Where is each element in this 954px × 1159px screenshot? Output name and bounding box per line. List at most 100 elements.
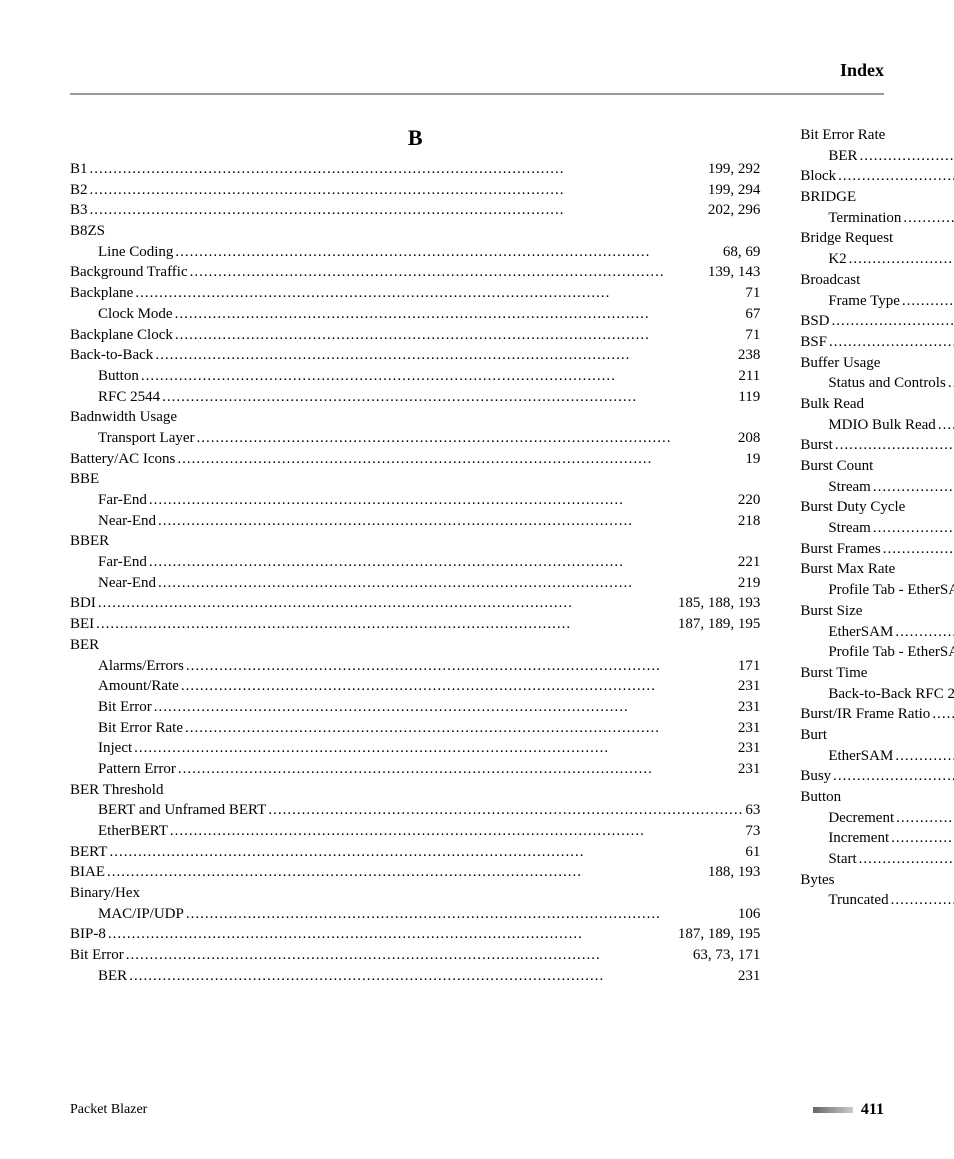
entry-label: Far-End xyxy=(98,490,147,511)
entry-label: Burst Count xyxy=(800,456,873,477)
entry-label: Bytes xyxy=(800,870,834,891)
entry-label: Status and Controls xyxy=(828,373,946,394)
entry-page: 187, 189, 195 xyxy=(678,614,761,635)
page-number: 411 xyxy=(861,1101,884,1119)
entry-label: Broadcast xyxy=(800,270,860,291)
index-entry: Frame Type 245 xyxy=(800,291,954,312)
index-entry: B8ZS xyxy=(70,221,760,242)
index-entry: Button 211 xyxy=(70,366,760,387)
entry-dots xyxy=(832,311,954,332)
index-entry: Profile Tab - EtherSAM 131 xyxy=(800,642,954,663)
index-entry: EtherSAM 222 xyxy=(800,622,954,643)
right-entries: Bit Error RateBER 231Block 176BRIDGETerm… xyxy=(800,125,954,911)
index-entry: BERT 61 xyxy=(70,842,760,863)
index-entry: Decrement 305 xyxy=(800,808,954,829)
index-entry: Clock Mode 67 xyxy=(70,304,760,325)
entry-label: MAC/IP/UDP xyxy=(98,904,184,925)
entry-page: 61 xyxy=(745,842,760,863)
entry-label: B8ZS xyxy=(70,221,105,242)
index-entry: Pattern Error 231 xyxy=(70,759,760,780)
entry-label: BERT and Unframed BERT xyxy=(98,800,266,821)
index-entry: Bit Error Rate 231 xyxy=(70,718,760,739)
entry-page: 63, 73, 171 xyxy=(693,945,761,966)
entry-label: Increment xyxy=(828,828,889,849)
entry-label: Battery/AC Icons xyxy=(70,449,175,470)
index-entry: Burst Time xyxy=(800,663,954,684)
index-entry: Profile Tab - EtherSAM 130 xyxy=(800,580,954,601)
index-entry: EtherBERT 73 xyxy=(70,821,760,842)
entry-label: Burst Time xyxy=(800,663,867,684)
entry-label: Near-End xyxy=(98,573,156,594)
entry-label: Button xyxy=(98,366,139,387)
entry-dots xyxy=(158,511,736,532)
entry-dots xyxy=(141,366,737,387)
entry-label: Profile Tab - EtherSAM xyxy=(828,642,954,663)
footer-page-number: 411 xyxy=(813,1101,884,1119)
index-entry: Burst 152 xyxy=(800,435,954,456)
right-column: Bit Error RateBER 231Block 176BRIDGETerm… xyxy=(800,125,954,987)
entry-page: 199, 294 xyxy=(708,180,761,201)
entry-label: Button xyxy=(800,787,841,808)
entry-label: Transport Layer xyxy=(98,428,195,449)
page-header: Index xyxy=(70,60,884,81)
entry-label: Buffer Usage xyxy=(800,353,880,374)
entry-dots xyxy=(175,325,743,346)
index-entry: Block 176 xyxy=(800,166,954,187)
index-entry: BDI 185, 188, 193 xyxy=(70,593,760,614)
entry-label: Burt xyxy=(800,725,827,746)
entry-label: BIAE xyxy=(70,862,105,883)
entry-dots xyxy=(98,593,676,614)
entry-label: BSF xyxy=(800,332,827,353)
entry-label: Alarms/Errors xyxy=(98,656,184,677)
entry-page: 71 xyxy=(745,283,760,304)
section-letter: B xyxy=(70,125,760,151)
entry-label: Bit Error Rate xyxy=(800,125,885,146)
entry-page: 238 xyxy=(738,345,761,366)
entry-dots xyxy=(181,676,736,697)
entry-label: BIP-8 xyxy=(70,924,106,945)
index-entry: Burst Duty Cycle xyxy=(800,497,954,518)
entry-page: 139, 143 xyxy=(708,262,761,283)
entry-dots xyxy=(154,697,736,718)
index-entry: Back-to-Back RFC 2544 119 xyxy=(800,684,954,705)
entry-dots xyxy=(185,718,736,739)
entry-label: Line Coding xyxy=(98,242,173,263)
index-entry: MAC/IP/UDP 106 xyxy=(70,904,760,925)
entry-label: EtherSAM xyxy=(828,622,893,643)
entry-dots xyxy=(96,614,676,635)
index-entry: BER 231 xyxy=(800,146,954,167)
entry-dots xyxy=(268,800,743,821)
entry-label: Burst Frames xyxy=(800,539,880,560)
entry-page: 119 xyxy=(738,387,760,408)
entry-page: 231 xyxy=(738,697,761,718)
entry-label: Pattern Error xyxy=(98,759,176,780)
entry-dots xyxy=(190,262,706,283)
entry-label: B3 xyxy=(70,200,88,221)
index-entry: BIP-8 187, 189, 195 xyxy=(70,924,760,945)
entry-label: Back-to-Back xyxy=(70,345,153,366)
entry-dots xyxy=(170,821,743,842)
index-entry: Burst Max Rate xyxy=(800,559,954,580)
entry-label: BEI xyxy=(70,614,94,635)
page-footer: Packet Blazer 411 xyxy=(70,1101,884,1119)
entry-dots xyxy=(903,208,954,229)
entry-label: Frame Type xyxy=(828,291,900,312)
index-entry: Stream 153 xyxy=(800,518,954,539)
index-entry: Burst Frames 77 xyxy=(800,539,954,560)
entry-label: Stream xyxy=(828,518,871,539)
entry-dots xyxy=(835,435,954,456)
entry-label: Badnwidth Usage xyxy=(70,407,177,428)
index-entry: BEI 187, 189, 195 xyxy=(70,614,760,635)
entry-dots xyxy=(149,490,736,511)
index-entry: Buffer Usage xyxy=(800,353,954,374)
entry-label: Burst/IR Frame Ratio xyxy=(800,704,930,725)
entry-dots xyxy=(126,945,691,966)
entry-page: 218 xyxy=(738,511,761,532)
index-entry: MDIO Bulk Read 255 xyxy=(800,415,954,436)
entry-label: Block xyxy=(800,166,836,187)
entry-page: 199, 292 xyxy=(708,159,761,180)
entry-page: 106 xyxy=(738,904,761,925)
entry-dots xyxy=(155,345,736,366)
entry-page: 231 xyxy=(738,676,761,697)
entry-label: EtherBERT xyxy=(98,821,168,842)
